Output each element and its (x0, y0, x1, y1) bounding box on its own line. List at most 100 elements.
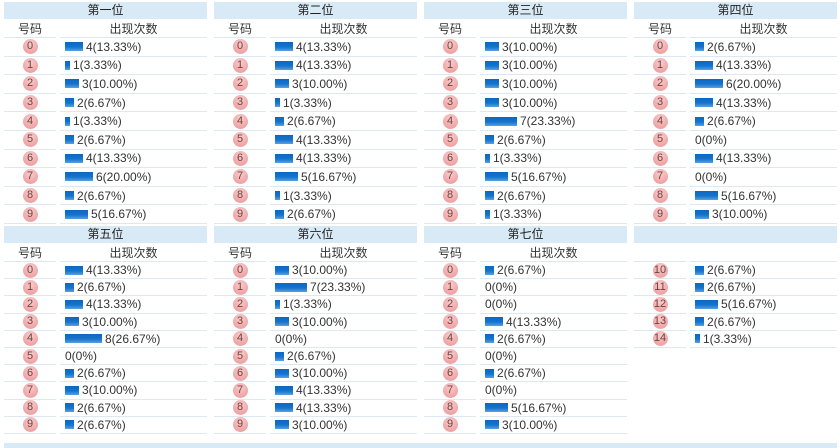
count-cell: 4(13.33%) (690, 57, 837, 76)
frequency-row: 1 2(6.67%) (4, 279, 207, 297)
frequency-label: 2(6.67%) (287, 207, 336, 222)
number-ball: 5 (652, 132, 668, 148)
frequency-label: 5(16.67%) (91, 207, 147, 222)
number-cell: 2 (4, 296, 56, 314)
number-ball: 5 (442, 348, 458, 364)
number-ball: 2 (442, 76, 458, 92)
frequency-label: 3(10.00%) (82, 383, 138, 398)
count-cell: 2(6.67%) (270, 205, 417, 224)
frequency-bar (485, 265, 494, 275)
frequency-row: 2 4(13.33%) (4, 296, 207, 314)
count-cell: 3(10.00%) (480, 417, 627, 434)
frequency-row: 2 0(0%) (424, 296, 627, 314)
frequency-row: 5 2(6.67%) (214, 348, 417, 366)
frequency-bar (275, 135, 293, 145)
number-ball: 6 (232, 365, 248, 381)
number-cell: 2 (634, 75, 686, 94)
frequency-row: 8 5(16.67%) (634, 187, 837, 206)
section-title: 第六位 (214, 226, 417, 243)
count-cell: 1(3.33%) (60, 112, 207, 131)
frequency-label: 4(13.33%) (716, 151, 772, 166)
frequency-bar (65, 172, 93, 182)
column-header-row: 号码 出现次数 (4, 20, 207, 38)
frequency-row: 5 0(0%) (634, 131, 837, 150)
count-cell: 5(16.67%) (270, 168, 417, 187)
number-cell: 6 (214, 365, 266, 383)
number-ball: 0 (22, 39, 38, 55)
number-ball: 8 (442, 188, 458, 204)
frequency-label: 1(3.33%) (73, 114, 122, 129)
col-header-count: 出现次数 (690, 20, 837, 38)
number-ball: 14 (652, 331, 668, 347)
number-ball: 0 (22, 262, 38, 278)
frequency-row: 4 2(6.67%) (424, 331, 627, 348)
frequency-label: 6(20.00%) (96, 169, 152, 184)
frequency-label: 4(13.33%) (296, 400, 352, 415)
count-cell: 0(0%) (690, 168, 837, 187)
frequency-bar (65, 153, 83, 163)
number-ball: 6 (652, 150, 668, 166)
frequency-label: 7(23.33%) (310, 280, 366, 295)
count-cell: 3(10.00%) (480, 57, 627, 76)
count-cell: 4(13.33%) (270, 382, 417, 400)
number-ball: 1 (232, 57, 248, 73)
frequency-row: 3 2(6.67%) (4, 94, 207, 113)
frequency-row: 5 0(0%) (4, 348, 207, 366)
frequency-bar (275, 403, 293, 413)
count-cell: 4(13.33%) (690, 150, 837, 169)
frequency-label: 2(6.67%) (287, 349, 336, 364)
count-cell: 8(26.67%) (60, 331, 207, 348)
number-ball: 8 (442, 400, 458, 416)
number-ball: 2 (232, 76, 248, 92)
frequency-label: 1(3.33%) (283, 297, 332, 312)
count-cell: 3(10.00%) (270, 262, 417, 280)
number-ball: 7 (442, 382, 458, 398)
count-cell: 1(3.33%) (690, 331, 837, 348)
frequency-row: 1 1(3.33%) (4, 57, 207, 76)
frequency-label: 0(0%) (275, 331, 308, 346)
count-cell: 2(6.67%) (480, 187, 627, 206)
number-ball: 6 (442, 150, 458, 166)
number-cell: 2 (4, 75, 56, 94)
frequency-label: 2(6.67%) (77, 400, 126, 415)
frequency-row: 11 2(6.67%) (634, 279, 837, 297)
frequency-row: 9 1(3.33%) (424, 205, 627, 224)
frequency-row: 0 4(13.33%) (214, 38, 417, 57)
frequency-row: 14 1(3.33%) (634, 331, 837, 348)
frequency-bar (485, 60, 499, 70)
section-title: 第二位 (214, 2, 417, 19)
col-header-number: 号码 (214, 20, 266, 38)
frequency-bar (65, 135, 74, 145)
number-cell: 6 (424, 365, 476, 383)
frequency-row: 5 2(6.67%) (4, 131, 207, 150)
frequency-bar (65, 282, 74, 292)
col-header-count: 出现次数 (480, 244, 627, 262)
frequency-label: 2(6.67%) (77, 132, 126, 147)
count-cell: 2(6.67%) (690, 314, 837, 331)
frequency-bar (275, 60, 293, 70)
count-cell: 1(3.33%) (270, 187, 417, 206)
frequency-row: 6 4(13.33%) (634, 150, 837, 169)
frequency-bar (275, 368, 289, 378)
count-cell: 2(6.67%) (690, 279, 837, 297)
frequency-label: 3(10.00%) (292, 314, 348, 329)
number-ball: 0 (652, 39, 668, 55)
number-ball: 10 (652, 262, 668, 278)
frequency-label: 2(6.67%) (77, 417, 126, 432)
number-ball: 0 (442, 262, 458, 278)
number-cell: 7 (4, 382, 56, 400)
column-header-row: 号码 出现次数 (214, 20, 417, 38)
column-header-row: 号码 出现次数 (424, 244, 627, 262)
frequency-row: 7 6(20.00%) (4, 168, 207, 187)
frequency-label: 0(0%) (485, 383, 518, 398)
count-cell: 4(13.33%) (60, 150, 207, 169)
frequency-label: 2(6.67%) (77, 280, 126, 295)
number-cell: 7 (214, 168, 266, 187)
count-cell: 2(6.67%) (60, 131, 207, 150)
number-ball: 2 (22, 296, 38, 312)
frequency-label: 2(6.67%) (497, 366, 546, 381)
count-cell: 3(10.00%) (270, 365, 417, 383)
frequency-bar (65, 79, 79, 89)
frequency-bar (65, 368, 74, 378)
next-section-header-strip (4, 443, 837, 448)
